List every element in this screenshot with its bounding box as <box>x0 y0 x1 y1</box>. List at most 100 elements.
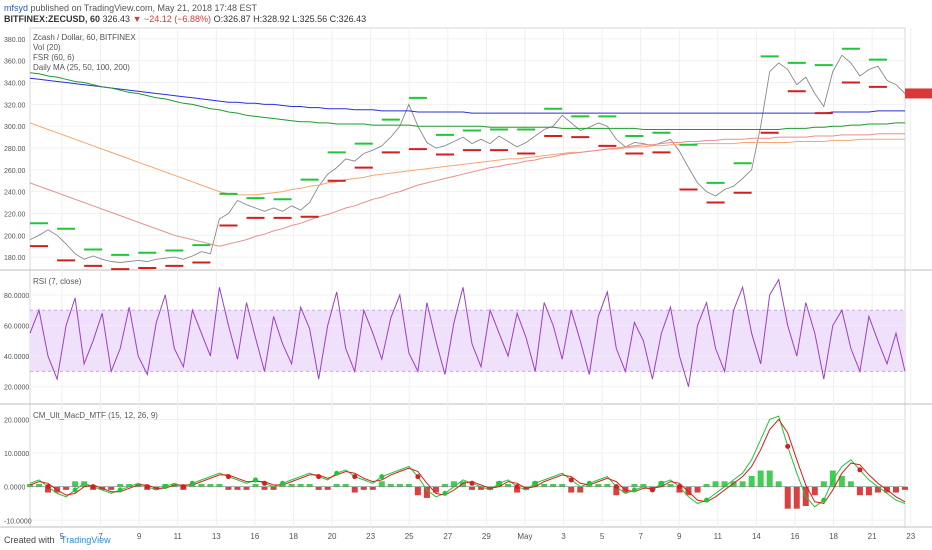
ohlc-values: O:326.87 H:328.92 L:325.56 C:326.43 <box>213 14 367 24</box>
macd-histogram-bar <box>261 486 268 490</box>
macd-histogram-bar <box>117 483 124 488</box>
x-tick-label: 11 <box>174 532 183 541</box>
macd-cross-dot <box>225 474 231 480</box>
macd-line <box>29 415 906 508</box>
macd-histogram-bar <box>27 483 33 488</box>
y-tick-label: -10.0000 <box>4 518 32 525</box>
macd-histogram-bar <box>72 481 79 488</box>
macd-cross-dot <box>785 443 791 449</box>
macd-histogram-bar <box>577 486 584 493</box>
macd-histogram-bar <box>874 486 881 493</box>
x-tick-label: 14 <box>752 532 761 541</box>
macd-histogram-bar <box>297 483 304 488</box>
macd-histogram-bar <box>865 486 872 496</box>
macd-histogram-bar <box>550 483 557 488</box>
macd-cross-dot <box>649 487 655 493</box>
macd-cross-dot <box>821 497 827 503</box>
x-tick-label: 13 <box>212 532 221 541</box>
macd-histogram-bar <box>559 483 566 488</box>
macd-histogram-bar <box>793 486 800 509</box>
macd-histogram-bar <box>667 483 674 488</box>
rsi-label: RSI (7, close) <box>33 277 82 286</box>
macd-histogram-bar <box>640 483 647 488</box>
macd-histogram-bar <box>613 486 620 496</box>
macd-cross-dot <box>496 480 502 486</box>
macd-cross-dot <box>469 480 475 486</box>
macd-histogram-bar <box>595 483 602 488</box>
macd-histogram-bar <box>396 483 403 488</box>
y-tick-label: 10.0000 <box>4 451 29 458</box>
x-tick-label: 16 <box>250 532 259 541</box>
macd-histogram-bar <box>405 483 412 488</box>
last-price: 326.43 <box>102 14 131 24</box>
macd-histogram-bar <box>721 481 728 488</box>
macd-histogram-bar <box>469 486 476 490</box>
macd-histogram-bar <box>730 481 737 488</box>
macd-histogram-bar <box>351 486 358 493</box>
macd-histogram-bar <box>63 486 70 490</box>
macd-histogram-bar <box>135 483 142 488</box>
macd-histogram-bar <box>198 483 205 488</box>
macd-histogram-bar <box>685 486 692 496</box>
macd-histogram-bar <box>369 486 376 490</box>
y-tick-label: 80.0000 <box>4 293 29 300</box>
x-tick-label: 18 <box>829 532 838 541</box>
publish-info: mfsyd published on TradingView.com, May … <box>4 3 257 13</box>
macd-histogram-bar <box>739 481 746 488</box>
y-tick-label: 200.00 <box>4 233 26 240</box>
symbol-bar: BITFINEX:ZECUSD, 60 326.43 ▼ −24.12 (−6.… <box>4 14 366 24</box>
price-change: ▼ −24.12 (−6.88%) <box>132 14 212 24</box>
macd-histogram-bar <box>288 483 295 488</box>
macd-cross-dot <box>676 484 682 490</box>
y-tick-label: 60.0000 <box>4 324 29 331</box>
y-tick-label: 300.00 <box>4 124 26 131</box>
macd-cross-dot <box>514 484 520 490</box>
macd-histogram-bar <box>892 486 899 493</box>
macd-histogram-bar <box>414 486 421 496</box>
macd-histogram-bar <box>360 486 367 490</box>
y-tick-label: 320.00 <box>4 102 26 109</box>
x-tick-label: 23 <box>906 532 915 541</box>
last-price-marker <box>905 88 932 99</box>
macd-histogram-bar <box>171 483 178 488</box>
x-tick-label: 11 <box>714 532 723 541</box>
x-tick-label: 3 <box>561 532 566 541</box>
macd-cross-dot <box>280 480 286 486</box>
macd-histogram-bar <box>505 483 512 488</box>
symbol-label: BITFINEX:ZECUSD, 60 <box>4 14 101 24</box>
macd-histogram-bar <box>234 486 241 490</box>
macd-histogram-bar <box>568 486 575 493</box>
y-tick-label: 180.00 <box>4 255 26 262</box>
macd-cross-dot <box>144 484 150 490</box>
macd-histogram-bar <box>45 486 52 493</box>
macd-cross-dot <box>72 487 78 493</box>
tradingview-logo[interactable]: TradingView <box>61 535 111 545</box>
y-tick-label: 20.0000 <box>4 417 29 424</box>
y-tick-label: 260.00 <box>4 168 26 175</box>
macd-histogram-bar <box>811 486 818 496</box>
x-tick-label: 9 <box>677 532 682 541</box>
x-tick-label: 27 <box>443 532 452 541</box>
y-tick-label: 240.00 <box>4 190 26 197</box>
y-tick-label: 360.00 <box>4 59 26 66</box>
x-tick-label: 21 <box>868 532 877 541</box>
macd-histogram-bar <box>270 486 277 490</box>
macd-cross-dot <box>334 470 340 476</box>
macd-histogram-bar <box>703 483 710 488</box>
plot-frame <box>29 27 906 528</box>
macd-cross-dot <box>631 487 637 493</box>
macd-cross-dot <box>857 467 863 473</box>
macd-histogram-bar <box>712 481 719 488</box>
macd-histogram-bar <box>441 483 448 488</box>
created-with: Created with <box>4 535 55 545</box>
macd-histogram-bar <box>108 486 115 490</box>
macd-cross-dot <box>568 477 574 483</box>
macd-histogram-bar <box>847 481 854 488</box>
author-link[interactable]: mfsyd <box>4 3 29 13</box>
macd-histogram-bar <box>856 486 863 496</box>
macd-cross-dot <box>45 484 51 490</box>
macd-cross-dot <box>189 480 195 486</box>
macd-histogram-bar <box>478 486 485 490</box>
x-tick-label: 25 <box>405 532 414 541</box>
